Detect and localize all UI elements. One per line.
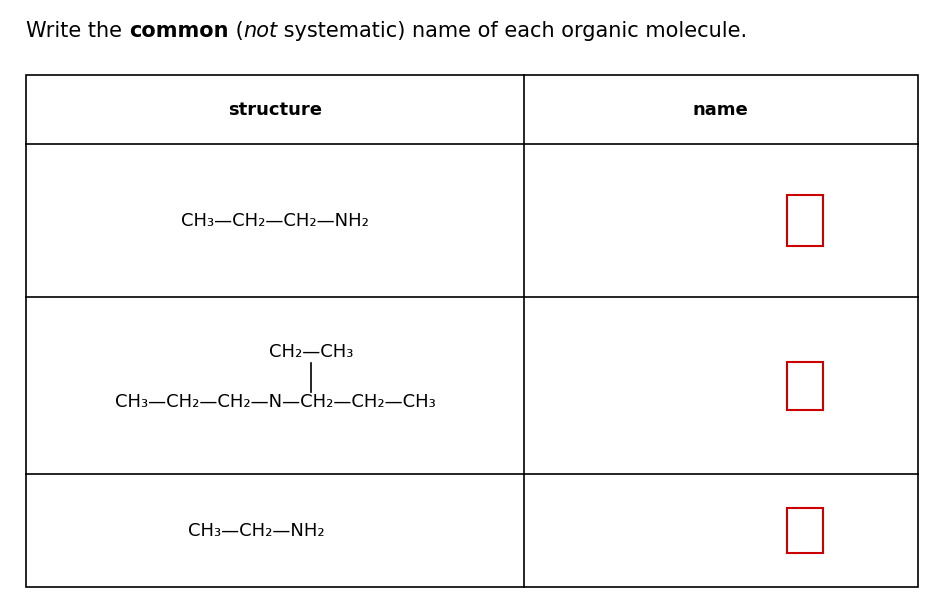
Text: CH₃—CH₂—CH₂—NH₂: CH₃—CH₂—CH₂—NH₂ (181, 212, 369, 229)
Text: name: name (693, 101, 749, 119)
Bar (787, 508, 823, 553)
Bar (787, 195, 823, 246)
Bar (787, 361, 823, 409)
Text: common: common (129, 21, 228, 41)
Bar (26, 75, 918, 587)
Text: not: not (244, 21, 278, 41)
Text: CH₂—CH₃: CH₂—CH₃ (269, 344, 353, 361)
Text: systematic) name of each organic molecule.: systematic) name of each organic molecul… (278, 21, 748, 41)
Text: structure: structure (228, 101, 322, 119)
Text: Write the: Write the (26, 21, 129, 41)
Text: CH₃—CH₂—CH₂—N—CH₂—CH₂—CH₃: CH₃—CH₂—CH₂—N—CH₂—CH₂—CH₃ (115, 394, 435, 411)
Text: CH₃—CH₂—NH₂: CH₃—CH₂—NH₂ (188, 522, 325, 539)
Text: (: ( (228, 21, 244, 41)
